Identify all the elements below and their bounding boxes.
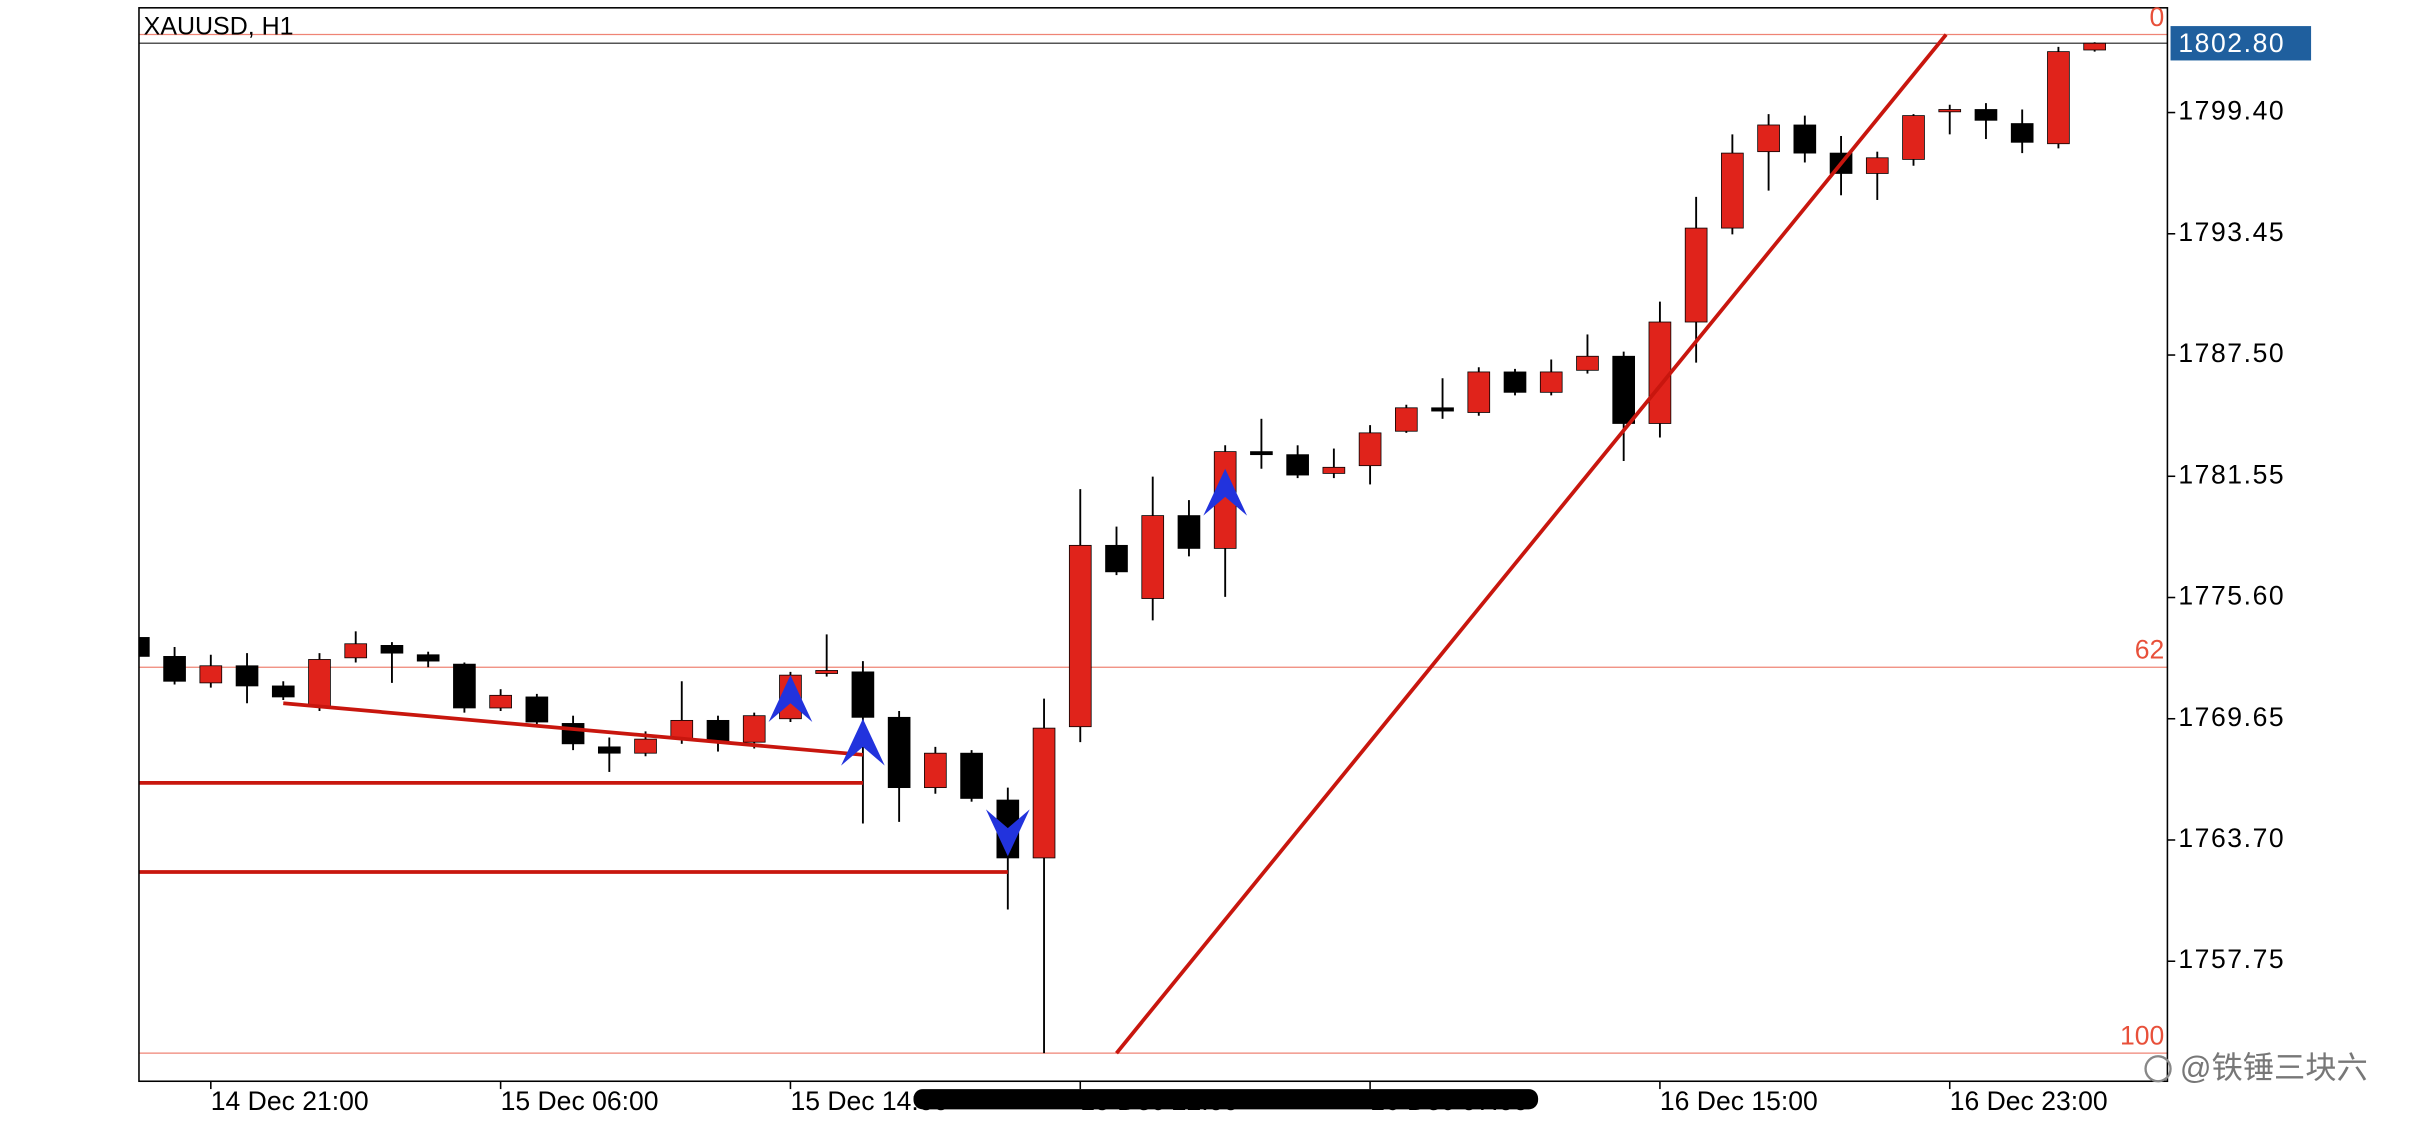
y-tick-label: 1763.70 bbox=[2178, 823, 2285, 853]
candle-body bbox=[1938, 109, 1962, 113]
y-tick-label: 1799.40 bbox=[2178, 96, 2285, 126]
candle-body bbox=[1757, 124, 1780, 153]
watermark-text: @铁锤三块六 bbox=[2180, 1051, 2368, 1086]
y-tick-label: 1781.55 bbox=[2178, 459, 2285, 489]
candle-body bbox=[1141, 515, 1165, 599]
candle-body bbox=[138, 637, 150, 657]
candle-body bbox=[851, 671, 875, 718]
candle-body bbox=[1721, 152, 1744, 229]
candle-body bbox=[887, 716, 911, 789]
axes: 1799.40 1793.45 1787.50 1781.55 1775.60 1769.… bbox=[210, 2, 2312, 1116]
y-tick-label: 1775.60 bbox=[2178, 581, 2285, 611]
candle-body bbox=[634, 738, 657, 754]
candle-body bbox=[1467, 371, 1491, 413]
trendline bbox=[1115, 33, 1948, 1055]
candle-body bbox=[2047, 51, 2070, 145]
candle-body bbox=[1539, 371, 1563, 393]
candle-body bbox=[380, 645, 404, 654]
candle-body bbox=[308, 659, 331, 707]
candle-body bbox=[344, 643, 368, 659]
candle-body bbox=[742, 715, 766, 743]
watermark: @铁锤三块六 bbox=[2144, 1051, 2368, 1086]
candle-body bbox=[416, 654, 440, 662]
candle-body bbox=[163, 656, 186, 682]
fib-level-label: 100 bbox=[2120, 1021, 2164, 1051]
candle-body bbox=[1177, 515, 1201, 549]
last-price-tag bbox=[2170, 26, 2312, 61]
candle-body bbox=[1503, 371, 1527, 393]
y-tick-label: 1787.50 bbox=[2178, 338, 2285, 368]
candle-body bbox=[1395, 407, 1418, 432]
y-tick-label: 1757.75 bbox=[2178, 944, 2285, 974]
x-tick-label: 16 Dec 15:00 bbox=[1660, 1086, 1818, 1116]
candle-body bbox=[1902, 115, 1925, 160]
signal-arrow bbox=[768, 675, 813, 723]
candle-body bbox=[1612, 355, 1636, 424]
candle-body bbox=[960, 752, 983, 799]
candle-body bbox=[1576, 355, 1599, 371]
candle-body bbox=[235, 665, 259, 687]
candle-body bbox=[271, 685, 295, 698]
candle-body bbox=[597, 746, 621, 754]
signal-arrow bbox=[985, 809, 1030, 857]
candle-body bbox=[1358, 432, 1382, 467]
candle-body bbox=[199, 665, 223, 684]
fib-level-label: 62 bbox=[2135, 635, 2165, 665]
plot-frame bbox=[138, 7, 2169, 1083]
candle-body bbox=[1865, 157, 1889, 174]
candle-body bbox=[1793, 124, 1817, 154]
watermark-icon bbox=[2144, 1055, 2172, 1083]
candle-body bbox=[2083, 42, 2106, 51]
candle-body bbox=[1684, 227, 1708, 323]
candle-body bbox=[706, 719, 730, 742]
candle-body bbox=[1250, 451, 1273, 456]
candle-body bbox=[1105, 544, 1128, 573]
candle-body bbox=[815, 670, 838, 674]
fib-level-label: 0 bbox=[2150, 2, 2165, 32]
candle-body bbox=[1032, 727, 1056, 859]
signal-arrow bbox=[1203, 468, 1248, 516]
plot-area bbox=[138, 33, 2168, 1055]
x-tick-label: 16 Dec 23:00 bbox=[1950, 1086, 2108, 1116]
candle-body bbox=[1286, 454, 1309, 476]
x-tick-label: 15 Dec 06:00 bbox=[501, 1086, 659, 1116]
signal-arrow bbox=[841, 718, 885, 766]
candle-body bbox=[1974, 109, 1998, 121]
candle-body bbox=[453, 663, 476, 709]
candle-body bbox=[525, 696, 549, 723]
x-tick-label: 14 Dec 21:00 bbox=[211, 1086, 369, 1116]
candle-body bbox=[1648, 321, 1672, 424]
candle-body bbox=[1068, 544, 1092, 728]
candle-body bbox=[489, 694, 512, 709]
trendline bbox=[283, 701, 864, 757]
y-tick-label: 1769.65 bbox=[2178, 702, 2285, 732]
chart-title: XAUUSD, H1 bbox=[144, 13, 294, 41]
y-tick-label: 1793.45 bbox=[2178, 217, 2285, 247]
candle-body bbox=[2010, 123, 2034, 143]
last-price-label: 1802.80 bbox=[2178, 28, 2285, 58]
candle-body bbox=[1322, 466, 1346, 474]
candle-body bbox=[924, 752, 947, 789]
candle-body bbox=[1431, 407, 1454, 412]
redaction-bar bbox=[913, 1089, 1539, 1110]
